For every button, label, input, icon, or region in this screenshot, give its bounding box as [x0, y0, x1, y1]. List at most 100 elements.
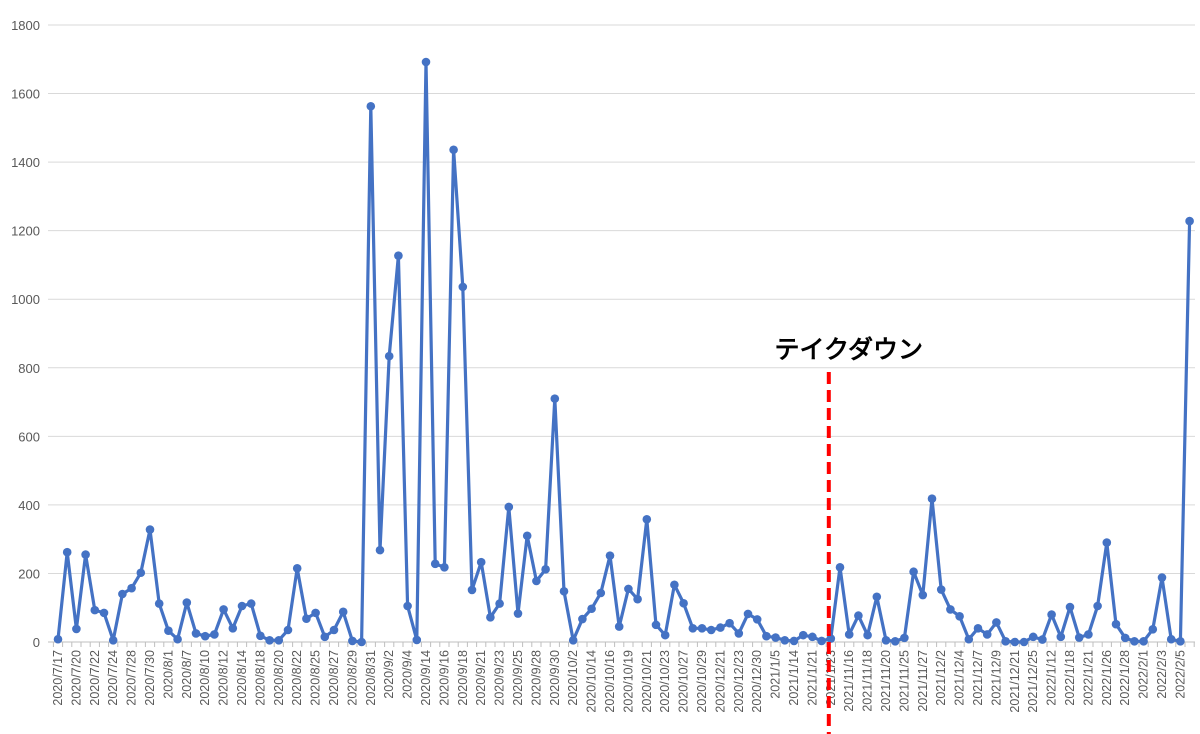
data-point: [1056, 632, 1066, 642]
x-tick-label: 2022/2/5: [1173, 650, 1187, 699]
x-tick-label: 2020/9/18: [456, 650, 470, 706]
data-point: [679, 598, 688, 608]
x-tick-label: 2020/7/20: [69, 650, 83, 706]
x-tick-label: 2020/12/23: [732, 650, 746, 713]
data-point: [1185, 216, 1194, 226]
data-point: [504, 502, 514, 512]
data-point: [513, 609, 523, 618]
data-point: [320, 632, 330, 642]
x-tick-label: 2021/11/25: [897, 650, 911, 712]
data-point: [145, 525, 155, 534]
data-point: [863, 630, 872, 640]
data-point: [173, 634, 182, 644]
data-point: [651, 620, 661, 630]
y-tick-label: 1800: [11, 18, 40, 33]
x-tick-label: 2020/7/24: [106, 650, 120, 706]
x-tick-label: 2020/9/25: [511, 650, 525, 706]
data-point: [578, 614, 587, 624]
data-point: [881, 635, 891, 645]
y-tick-label: 0: [33, 635, 40, 650]
data-point: [311, 608, 320, 618]
data-point: [219, 605, 228, 614]
x-axis: 2020/7/17 2020/7/20 2020/7/22 2020/7/24 2020…: [51, 642, 1195, 713]
data-point: [771, 633, 780, 642]
data-point: [292, 564, 302, 573]
data-point: [136, 568, 146, 578]
data-point: [559, 586, 569, 596]
data-point: [81, 550, 90, 559]
data-point: [1010, 637, 1020, 647]
data-point: [403, 601, 412, 611]
data-point: [394, 251, 403, 260]
x-tick-label: 2022/1/12: [1045, 650, 1059, 706]
x-tick-label: 2021/12/7: [971, 650, 985, 706]
data-point: [1038, 635, 1047, 644]
data-point: [872, 592, 882, 602]
data-point: [743, 609, 753, 619]
data-point: [164, 626, 173, 635]
y-tick-label: 400: [18, 498, 40, 513]
x-tick-label: 2020/9/4: [401, 650, 415, 699]
data-point: [265, 635, 274, 645]
y-tick-label: 1200: [11, 224, 40, 239]
x-tick-label: 2020/8/18: [253, 650, 267, 706]
data-point: [467, 585, 477, 595]
data-point: [964, 634, 974, 644]
data-point: [495, 599, 504, 608]
data-point: [909, 567, 918, 577]
x-tick-label: 2020/8/1: [161, 650, 175, 699]
data-point: [596, 588, 606, 598]
x-tick-label: 2020/9/23: [493, 650, 507, 706]
data-point: [1111, 619, 1121, 629]
data-point: [256, 631, 265, 641]
data-point: [118, 589, 127, 599]
x-tick-label: 2020/10/29: [695, 650, 709, 713]
data-point: [486, 613, 495, 622]
data-point: [53, 634, 63, 644]
data-point: [817, 636, 826, 646]
data-point: [246, 599, 256, 608]
x-tick-label: 2021/12/9: [989, 650, 1003, 706]
x-tick-label: 2020/9/16: [437, 650, 451, 706]
data-point: [614, 622, 624, 631]
y-tick-label: 600: [18, 429, 40, 444]
data-point: [1130, 637, 1139, 646]
data-point: [421, 57, 431, 67]
x-tick-label: 2021/12/4: [953, 650, 967, 706]
data-point: [706, 625, 716, 635]
x-tick-label: 2022/2/1: [1137, 650, 1151, 699]
x-tick-label: 2021/1/14: [787, 650, 801, 706]
data-point: [72, 624, 81, 634]
x-tick-label: 2020/7/28: [125, 650, 139, 706]
data-point: [1166, 634, 1176, 644]
data-point: [1084, 630, 1093, 639]
data-point: [274, 635, 284, 645]
data-point: [1139, 637, 1148, 646]
data-point: [348, 636, 357, 646]
data-point: [1019, 637, 1029, 647]
data-point: [357, 637, 366, 647]
data-point: [826, 634, 836, 643]
x-tick-label: 2021/12/2: [934, 650, 948, 706]
data-point: [532, 576, 541, 586]
x-tick-label: 2020/8/12: [217, 650, 231, 706]
data-point: [762, 631, 771, 641]
data-point: [844, 630, 854, 639]
data-point: [927, 494, 937, 504]
data-point: [688, 623, 698, 633]
data-point: [283, 625, 293, 635]
x-tick-label: 2020/9/2: [382, 650, 396, 699]
x-tick-label: 2020/7/22: [88, 650, 102, 706]
data-point: [375, 545, 385, 555]
x-tick-label: 2020/8/29: [345, 650, 359, 706]
data-point: [182, 598, 192, 607]
data-point: [670, 580, 679, 590]
x-tick-label: 2022/1/21: [1081, 650, 1095, 706]
x-tick-label: 2021/11/27: [916, 650, 930, 712]
x-tick-label: 2020/8/25: [309, 650, 323, 706]
data-point: [1001, 637, 1010, 646]
data-point: [835, 562, 845, 572]
x-tick-label: 2021/11/20: [879, 650, 893, 712]
data-point: [587, 604, 596, 614]
